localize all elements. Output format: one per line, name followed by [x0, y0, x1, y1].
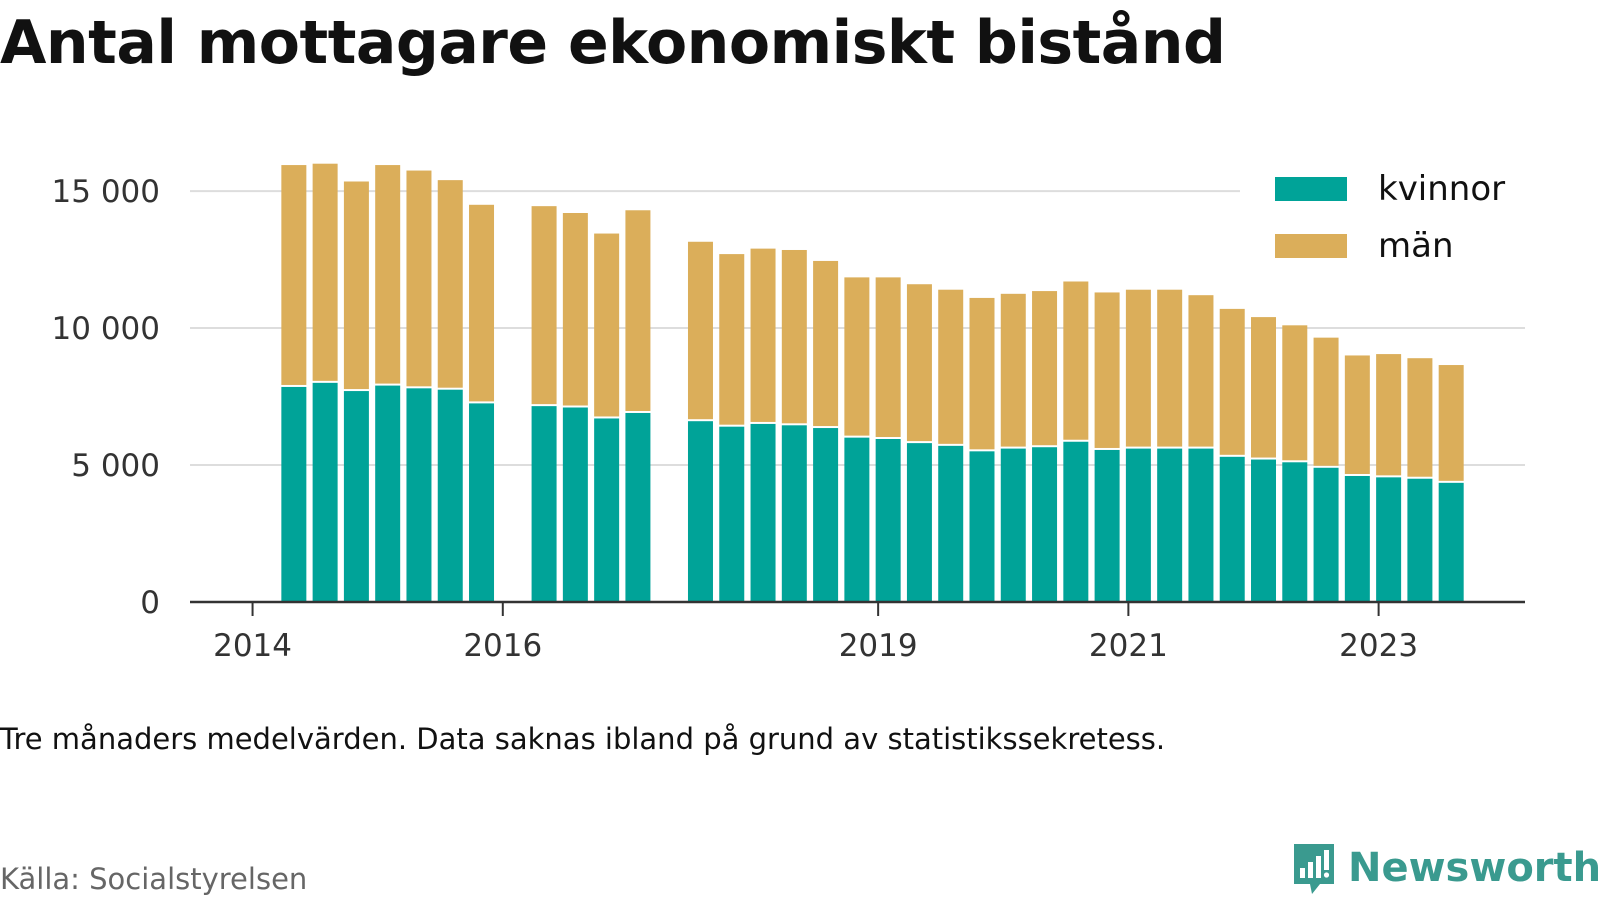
- bar-man: [844, 277, 870, 436]
- y-tick-label: 0: [140, 585, 160, 621]
- bar-kvinnor: [562, 407, 588, 602]
- stacked-bar-chart: 0 5 000 10 000 15 000 2014 2016 2019 2021 2023 k…: [51, 163, 1530, 664]
- bar-kvinnor: [1000, 448, 1026, 602]
- bar-kvinnor: [406, 388, 432, 602]
- bars: [281, 163, 1464, 602]
- bar-kvinnor: [1032, 447, 1058, 602]
- bar-man: [1157, 289, 1183, 447]
- bar-kvinnor: [281, 386, 307, 602]
- bar-kvinnor: [312, 382, 338, 602]
- bar-man: [1282, 325, 1308, 461]
- x-tick-label: 2019: [839, 628, 918, 664]
- bar-kvinnor: [1188, 448, 1214, 602]
- x-tick-label: 2016: [463, 628, 542, 664]
- bar-man: [1188, 295, 1214, 447]
- bar-kvinnor: [531, 406, 557, 602]
- bar-man: [1000, 293, 1026, 447]
- bar-man: [375, 165, 401, 384]
- bar-kvinnor: [781, 425, 807, 602]
- bar-kvinnor: [625, 412, 651, 602]
- bar-man: [562, 213, 588, 406]
- bar-man: [687, 241, 713, 420]
- chart-note: Tre månaders medelvärden. Data saknas ib…: [0, 722, 1166, 756]
- bar-man: [437, 180, 463, 388]
- brand-name: Newsworthy: [1348, 845, 1600, 891]
- bar-man: [1407, 358, 1433, 477]
- bar-kvinnor: [1282, 462, 1308, 602]
- legend-swatch-man: [1275, 234, 1347, 258]
- bar-man: [1063, 281, 1089, 440]
- bar-man: [594, 233, 620, 417]
- bar-man: [938, 289, 964, 444]
- x-tick-label: 2021: [1089, 628, 1168, 664]
- bar-man: [750, 248, 776, 422]
- bar-kvinnor: [687, 421, 713, 602]
- bar-man: [625, 210, 651, 411]
- bar-kvinnor: [1407, 478, 1433, 602]
- bar-man: [531, 206, 557, 405]
- bar-kvinnor: [437, 389, 463, 602]
- bar-man: [813, 260, 839, 427]
- bar-kvinnor: [594, 418, 620, 602]
- bar-man: [969, 297, 995, 450]
- bar-kvinnor: [1063, 441, 1089, 602]
- bar-man: [1032, 291, 1058, 446]
- bar-kvinnor: [1376, 477, 1402, 602]
- bar-man: [1376, 354, 1402, 476]
- bar-kvinnor: [969, 451, 995, 602]
- source-text: Källa: Socialstyrelsen: [0, 862, 308, 896]
- bar-kvinnor: [1251, 459, 1277, 602]
- bar-man: [281, 165, 307, 385]
- bar-man: [1438, 365, 1464, 481]
- bar-man: [875, 277, 901, 438]
- bar-man: [1313, 337, 1339, 466]
- bar-kvinnor: [1157, 448, 1183, 602]
- bar-kvinnor: [750, 423, 776, 602]
- y-tick-label: 5 000: [71, 448, 160, 484]
- legend-label-man: män: [1378, 226, 1454, 266]
- legend-label-kvinnor: kvinnor: [1378, 169, 1505, 209]
- bar-man: [1251, 317, 1277, 458]
- legend-swatch-kvinnor: [1275, 177, 1347, 201]
- x-tick-label: 2023: [1339, 628, 1418, 664]
- bar-kvinnor: [813, 428, 839, 602]
- bar-man: [781, 249, 807, 424]
- axes: 0 5 000 10 000 15 000 2014 2016 2019 2021 2023: [52, 174, 1525, 664]
- bar-kvinnor: [906, 443, 932, 602]
- y-tick-label: 15 000: [52, 174, 160, 210]
- bar-man: [719, 254, 745, 425]
- bar-kvinnor: [844, 437, 870, 602]
- bar-kvinnor: [469, 403, 495, 602]
- bar-man: [1094, 292, 1120, 448]
- bar-man: [1219, 308, 1245, 455]
- bar-man: [1125, 289, 1151, 447]
- chart-title: Antal mottagare ekonomiskt bistånd: [0, 8, 1226, 78]
- bar-kvinnor: [1219, 456, 1245, 602]
- bar-man: [312, 163, 338, 381]
- bar-chart-speech-bubble-icon: [1294, 844, 1334, 894]
- bar-kvinnor: [375, 385, 401, 602]
- bar-man: [469, 204, 495, 402]
- bar-man: [406, 170, 432, 387]
- bar-kvinnor: [1438, 482, 1464, 602]
- bar-kvinnor: [875, 439, 901, 602]
- y-tick-label: 10 000: [52, 311, 160, 347]
- bar-kvinnor: [1344, 475, 1370, 602]
- bar-kvinnor: [1125, 448, 1151, 602]
- legend: kvinnor män: [1240, 165, 1530, 285]
- bar-kvinnor: [938, 445, 964, 602]
- bar-man: [1344, 355, 1370, 474]
- bar-kvinnor: [1313, 467, 1339, 602]
- bar-man: [343, 181, 369, 390]
- bar-kvinnor: [1094, 449, 1120, 602]
- brand-logo: Newsworthy: [1290, 840, 1600, 896]
- bar-kvinnor: [719, 426, 745, 602]
- bar-man: [906, 284, 932, 442]
- bar-kvinnor: [343, 391, 369, 602]
- x-tick-label: 2014: [213, 628, 292, 664]
